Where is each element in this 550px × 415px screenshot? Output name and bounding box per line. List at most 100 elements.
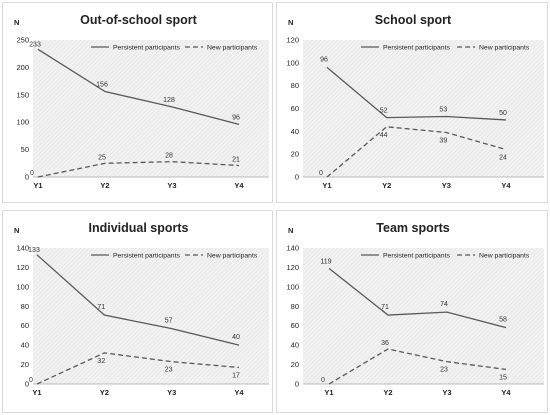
x-tick-label: Y1 xyxy=(324,388,333,397)
data-label: 233 xyxy=(29,41,41,48)
plot-area xyxy=(33,40,269,177)
y-tick-label: 0 xyxy=(295,380,299,389)
y-axis-label: N xyxy=(14,226,19,235)
y-tick-label: 140 xyxy=(16,244,29,253)
chart-title: Individual sports xyxy=(88,221,188,235)
data-label: 119 xyxy=(320,258,331,265)
data-label: 23 xyxy=(165,367,173,374)
x-tick-label: Y3 xyxy=(167,388,176,397)
y-tick-label: 60 xyxy=(291,104,299,113)
series-line-new-participants xyxy=(326,126,507,178)
y-tick-label: 80 xyxy=(291,302,299,311)
plot-area xyxy=(303,40,544,177)
plot-area xyxy=(303,248,544,384)
y-tick-label: 20 xyxy=(291,150,299,159)
y-tick-label: 40 xyxy=(291,341,299,350)
data-label: 71 xyxy=(381,304,389,311)
chart-svg: Individual sports N 0 20 40 60 80 100 120 140 Y1 Y2… xyxy=(14,221,269,397)
y-axis-label: N xyxy=(288,226,293,235)
legend-label-persistent: Persistent participants xyxy=(113,45,180,52)
data-label: 71 xyxy=(97,304,105,311)
y-tick-label: 120 xyxy=(16,263,29,272)
x-tick-label: Y4 xyxy=(234,388,244,397)
y-tick-label: 0 xyxy=(25,380,29,389)
data-label: 156 xyxy=(96,82,108,89)
series-line-new-participants xyxy=(37,161,240,178)
y-tick-label: 40 xyxy=(21,341,29,350)
chart-title: Out-of-school sport xyxy=(80,13,197,27)
series-line-persistent-participants xyxy=(326,66,507,121)
data-label: 21 xyxy=(232,156,240,163)
x-tick-label: Y4 xyxy=(501,388,511,397)
data-label: 96 xyxy=(320,56,328,63)
y-tick-label: 100 xyxy=(16,118,29,127)
data-label: 53 xyxy=(439,106,447,113)
chart-svg: School sport N 0 20 40 60 80 100 120 Y1 Y2 Y3 Y4 96 52… xyxy=(286,13,544,190)
y-axis-label: N xyxy=(14,18,19,27)
y-tick-label: 150 xyxy=(16,90,29,99)
data-label: 57 xyxy=(165,318,173,325)
y-tick-label: 0 xyxy=(295,173,299,182)
y-tick-label: 20 xyxy=(21,360,29,369)
x-tick-label: Y4 xyxy=(234,181,244,190)
y-tick-label: 250 xyxy=(16,36,29,45)
y-tick-label: 0 xyxy=(25,173,29,182)
legend-label-persistent: Persistent participants xyxy=(113,253,180,260)
y-tick-label: 120 xyxy=(286,36,299,45)
data-label: 40 xyxy=(232,334,240,341)
data-label: 36 xyxy=(381,340,389,347)
y-tick-label: 50 xyxy=(21,145,29,154)
data-label: 96 xyxy=(232,114,240,121)
data-label: 0 xyxy=(29,377,33,384)
plot-area xyxy=(33,248,269,384)
x-tick-label: Y2 xyxy=(100,388,109,397)
data-label: 15 xyxy=(499,374,507,381)
data-label: 28 xyxy=(165,153,173,160)
data-label: 133 xyxy=(28,247,40,254)
x-tick-label: Y3 xyxy=(442,388,451,397)
y-tick-label: 80 xyxy=(21,302,29,311)
legend-label-persistent: Persistent participants xyxy=(383,253,450,260)
y-tick-label: 60 xyxy=(291,321,299,330)
data-label: 0 xyxy=(30,170,34,177)
y-tick-label: 60 xyxy=(21,321,29,330)
y-tick-label: 100 xyxy=(286,58,299,67)
x-tick-label: Y3 xyxy=(167,181,176,190)
y-tick-label: 40 xyxy=(291,127,299,136)
series-line-new-participants xyxy=(328,348,507,385)
x-tick-label: Y1 xyxy=(33,181,42,190)
data-label: 25 xyxy=(98,154,106,161)
data-label: 39 xyxy=(439,137,447,144)
data-label: 32 xyxy=(97,358,105,365)
y-axis-label: N xyxy=(288,18,293,27)
data-label: 44 xyxy=(380,132,388,139)
chart-panel-individual: Individual sports N 0 20 40 60 80 100 120 140 Y1 Y2… xyxy=(2,210,273,413)
y-tick-label: 80 xyxy=(291,81,299,90)
y-tick-label: 140 xyxy=(286,244,299,253)
legend-label-new: New participants xyxy=(479,253,530,260)
chart-panel-out-of-school: Out-of-school sport N 0 50 100 150 200 250 Y1 Y2 Y… xyxy=(2,2,273,203)
data-label: 128 xyxy=(163,97,175,104)
x-tick-label: Y2 xyxy=(100,181,109,190)
y-tick-label: 100 xyxy=(286,282,299,291)
y-tick-label: 200 xyxy=(16,63,29,72)
data-label: 17 xyxy=(232,372,240,379)
legend-label-persistent: Persistent participants xyxy=(383,45,450,52)
legend-label-new: New participants xyxy=(207,253,258,260)
data-label: 58 xyxy=(499,317,507,324)
series-line-persistent-participants xyxy=(328,267,507,329)
data-label: 0 xyxy=(321,377,325,384)
data-label: 74 xyxy=(440,301,448,308)
data-label: 0 xyxy=(319,170,323,177)
x-tick-label: Y2 xyxy=(382,181,391,190)
y-tick-label: 120 xyxy=(286,263,299,272)
chart-title: School sport xyxy=(375,13,452,27)
data-label: 23 xyxy=(440,367,448,374)
chart-panel-team: Team sports N 0 20 40 60 80 100 120 140 Y1 Y2 Y3 Y4 11… xyxy=(276,210,548,413)
series-line-persistent-participants xyxy=(37,48,240,126)
x-tick-label: Y3 xyxy=(442,181,451,190)
x-tick-label: Y4 xyxy=(501,181,511,190)
y-tick-label: 100 xyxy=(16,282,29,291)
data-label: 50 xyxy=(499,110,507,117)
